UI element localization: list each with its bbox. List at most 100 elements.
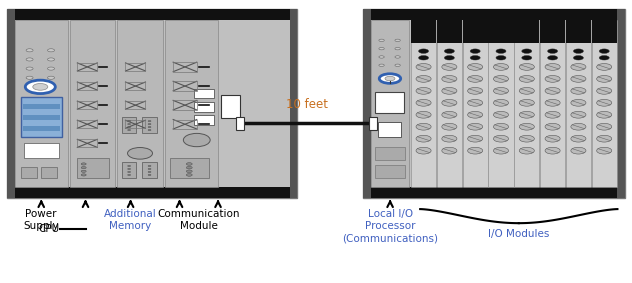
Bar: [194, 89, 214, 98]
Circle shape: [545, 99, 560, 106]
Circle shape: [128, 129, 131, 131]
Bar: [173, 81, 197, 91]
Circle shape: [442, 76, 457, 82]
Bar: [437, 20, 462, 43]
Bar: [221, 95, 240, 119]
Bar: [126, 120, 145, 128]
Circle shape: [571, 76, 586, 82]
Circle shape: [545, 87, 560, 94]
Circle shape: [416, 87, 431, 94]
Circle shape: [520, 64, 534, 70]
Circle shape: [545, 135, 560, 142]
Circle shape: [571, 99, 586, 106]
Circle shape: [571, 64, 586, 70]
Bar: [566, 20, 591, 43]
Circle shape: [444, 55, 454, 60]
Text: Power
Supply: Power Supply: [23, 209, 59, 231]
Circle shape: [442, 87, 457, 94]
Circle shape: [468, 87, 483, 94]
Circle shape: [470, 49, 480, 53]
Circle shape: [573, 49, 583, 53]
Circle shape: [395, 64, 400, 67]
Circle shape: [545, 64, 560, 70]
Circle shape: [597, 123, 612, 130]
Circle shape: [128, 123, 131, 125]
Bar: [592, 20, 617, 186]
Bar: [118, 20, 162, 186]
Text: Local I/O
Processor
(Communications): Local I/O Processor (Communications): [342, 209, 438, 244]
Circle shape: [416, 135, 431, 142]
Bar: [23, 115, 59, 120]
Circle shape: [520, 123, 534, 130]
Circle shape: [379, 56, 384, 58]
Circle shape: [597, 99, 612, 106]
Circle shape: [468, 64, 483, 70]
Circle shape: [494, 123, 509, 130]
Circle shape: [442, 64, 457, 70]
Circle shape: [520, 112, 534, 118]
Circle shape: [468, 135, 483, 142]
Circle shape: [148, 123, 151, 125]
Bar: [77, 101, 97, 109]
Circle shape: [545, 76, 560, 82]
Bar: [617, 9, 625, 198]
Bar: [375, 147, 405, 160]
Circle shape: [416, 64, 431, 70]
Bar: [411, 20, 436, 43]
Circle shape: [416, 123, 431, 130]
Bar: [21, 97, 62, 137]
Circle shape: [522, 55, 532, 60]
Circle shape: [416, 147, 431, 154]
Circle shape: [571, 112, 586, 118]
Circle shape: [385, 76, 395, 81]
Circle shape: [494, 99, 509, 106]
Bar: [371, 9, 617, 20]
Circle shape: [494, 87, 509, 94]
Bar: [173, 62, 197, 72]
Circle shape: [26, 76, 33, 79]
Circle shape: [148, 171, 151, 173]
Circle shape: [81, 174, 86, 176]
Circle shape: [128, 168, 131, 170]
Circle shape: [418, 49, 428, 53]
Circle shape: [597, 112, 612, 118]
Bar: [24, 143, 59, 158]
Circle shape: [186, 166, 192, 169]
Bar: [375, 92, 404, 113]
Circle shape: [545, 112, 560, 118]
Bar: [236, 117, 244, 130]
Circle shape: [81, 166, 86, 169]
Bar: [371, 20, 409, 186]
Circle shape: [416, 112, 431, 118]
Bar: [540, 20, 565, 43]
Circle shape: [416, 99, 431, 106]
Bar: [363, 9, 371, 198]
Circle shape: [47, 67, 54, 70]
Circle shape: [520, 147, 534, 154]
Bar: [122, 117, 137, 133]
Bar: [489, 20, 514, 43]
Circle shape: [128, 174, 131, 175]
Circle shape: [379, 64, 384, 67]
Circle shape: [597, 87, 612, 94]
Bar: [7, 9, 15, 198]
Bar: [540, 20, 565, 186]
Bar: [289, 9, 297, 198]
Circle shape: [148, 129, 151, 131]
Circle shape: [496, 55, 506, 60]
Bar: [70, 20, 116, 186]
Circle shape: [395, 39, 400, 42]
Circle shape: [47, 58, 54, 61]
Bar: [371, 186, 617, 198]
Circle shape: [379, 39, 384, 42]
Circle shape: [148, 174, 151, 175]
Circle shape: [33, 83, 48, 90]
Circle shape: [522, 49, 532, 53]
Circle shape: [520, 87, 534, 94]
Circle shape: [47, 76, 54, 79]
Circle shape: [81, 163, 86, 165]
Circle shape: [520, 76, 534, 82]
Circle shape: [571, 135, 586, 142]
Bar: [126, 63, 145, 71]
Circle shape: [494, 147, 509, 154]
